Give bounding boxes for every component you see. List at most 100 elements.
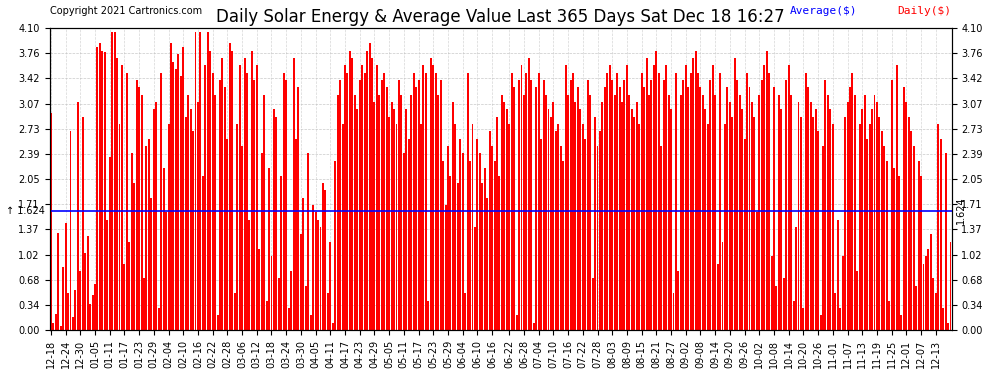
Bar — [464, 293, 466, 330]
Bar — [62, 267, 64, 330]
Bar — [496, 117, 498, 330]
Bar — [54, 314, 56, 330]
Bar — [268, 168, 270, 330]
Bar — [491, 146, 493, 330]
Bar — [356, 110, 358, 330]
Bar — [366, 51, 368, 330]
Bar — [435, 73, 437, 330]
Bar — [199, 32, 201, 330]
Bar — [260, 153, 262, 330]
Bar — [543, 80, 545, 330]
Bar — [104, 52, 106, 330]
Bar — [830, 110, 832, 330]
Bar — [662, 80, 664, 330]
Bar — [408, 139, 410, 330]
Text: 1.624: 1.624 — [956, 197, 966, 224]
Bar — [185, 117, 187, 330]
Bar — [400, 94, 402, 330]
Bar — [844, 117, 846, 330]
Bar — [474, 227, 476, 330]
Bar — [609, 65, 611, 330]
Bar — [541, 139, 543, 330]
Bar — [440, 80, 442, 330]
Bar — [124, 264, 126, 330]
Bar — [800, 117, 802, 330]
Bar — [466, 73, 468, 330]
Bar — [631, 110, 633, 330]
Bar — [351, 58, 353, 330]
Bar — [770, 256, 772, 330]
Bar — [790, 94, 792, 330]
Bar — [152, 110, 154, 330]
Bar — [219, 80, 221, 330]
Bar — [67, 293, 69, 330]
Bar — [727, 87, 729, 330]
Bar — [682, 80, 684, 330]
Bar — [866, 139, 868, 330]
Bar — [697, 73, 699, 330]
Bar — [451, 102, 453, 330]
Bar — [709, 80, 711, 330]
Bar — [381, 80, 383, 330]
Bar — [322, 183, 324, 330]
Bar — [896, 65, 898, 330]
Bar — [898, 176, 900, 330]
Bar — [592, 279, 594, 330]
Bar — [121, 65, 123, 330]
Bar — [550, 117, 551, 330]
Bar — [91, 295, 93, 330]
Bar — [398, 80, 400, 330]
Bar — [938, 124, 940, 330]
Bar — [552, 102, 554, 330]
Bar — [597, 146, 599, 330]
Bar — [253, 80, 255, 330]
Bar — [330, 242, 332, 330]
Bar — [345, 65, 346, 330]
Bar — [755, 212, 757, 330]
Bar — [430, 58, 432, 330]
Bar — [846, 102, 848, 330]
Bar — [928, 249, 930, 330]
Bar — [572, 73, 574, 330]
Bar — [949, 242, 951, 330]
Bar — [79, 271, 81, 330]
Bar — [337, 94, 339, 330]
Bar — [52, 322, 54, 330]
Bar — [378, 94, 380, 330]
Bar — [886, 161, 888, 330]
Bar — [214, 94, 216, 330]
Bar — [250, 51, 252, 330]
Bar — [418, 80, 420, 330]
Bar — [842, 256, 843, 330]
Bar — [825, 80, 827, 330]
Bar — [812, 117, 814, 330]
Bar — [447, 146, 448, 330]
Bar — [275, 117, 277, 330]
Bar — [212, 73, 214, 330]
Bar — [320, 227, 322, 330]
Bar — [873, 94, 875, 330]
Bar — [129, 242, 131, 330]
Bar — [393, 110, 395, 330]
Text: Daily($): Daily($) — [898, 6, 951, 16]
Bar — [704, 110, 706, 330]
Bar — [317, 220, 319, 330]
Bar — [746, 73, 748, 330]
Bar — [695, 51, 697, 330]
Bar — [506, 110, 508, 330]
Bar — [136, 80, 138, 330]
Bar — [327, 293, 329, 330]
Bar — [788, 65, 790, 330]
Bar — [106, 220, 108, 330]
Bar — [433, 65, 435, 330]
Bar — [871, 110, 873, 330]
Bar — [209, 51, 211, 330]
Bar — [528, 58, 530, 330]
Bar — [913, 146, 915, 330]
Bar — [685, 65, 687, 330]
Bar — [141, 94, 143, 330]
Bar — [413, 73, 415, 330]
Bar — [707, 124, 709, 330]
Bar — [325, 190, 327, 330]
Bar — [222, 58, 224, 330]
